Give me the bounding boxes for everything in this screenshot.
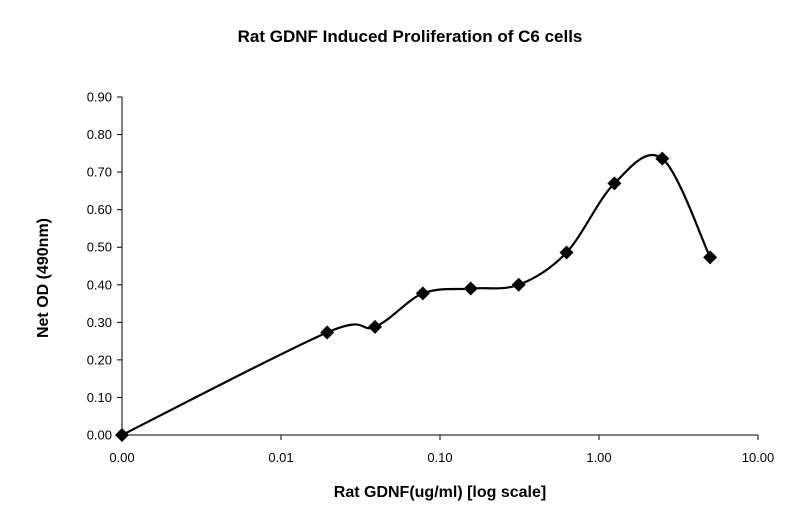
y-tick-label: 0.60 xyxy=(87,202,112,217)
data-point-marker xyxy=(320,325,335,340)
x-tick-label: 0.00 xyxy=(109,450,134,465)
x-tick-label: 1.00 xyxy=(586,450,611,465)
data-point-marker xyxy=(703,250,718,265)
data-point-marker xyxy=(607,176,622,191)
y-tick-label: 0.00 xyxy=(87,428,112,443)
data-point-marker xyxy=(511,277,526,292)
x-tick-label: 0.10 xyxy=(427,450,452,465)
y-tick-label: 0.10 xyxy=(87,390,112,405)
data-point-marker xyxy=(655,151,670,166)
chart-title: Rat GDNF Induced Proliferation of C6 cel… xyxy=(238,27,583,46)
data-point-marker xyxy=(367,319,382,334)
x-tick-label: 0.01 xyxy=(268,450,293,465)
series-line xyxy=(121,153,712,436)
y-tick-label: 0.40 xyxy=(87,277,112,292)
y-tick-label: 0.90 xyxy=(87,90,112,105)
x-axis-title: Rat GDNF(ug/ml) [log scale] xyxy=(334,484,546,501)
data-point-marker xyxy=(115,428,129,442)
y-tick-label: 0.70 xyxy=(87,165,112,180)
x-tick-label: 10.00 xyxy=(742,450,775,465)
y-tick-label: 0.20 xyxy=(87,352,112,367)
y-tick-label: 0.80 xyxy=(87,127,112,142)
data-point-marker xyxy=(415,286,430,301)
data-point-marker xyxy=(559,245,574,260)
data-series xyxy=(115,151,718,442)
axes: 0.00 0.10 0.20 0.30 0.40 0.50 0.60 0.70 0.80 0.90… xyxy=(87,90,775,466)
y-tick-label: 0.50 xyxy=(87,240,112,255)
y-tick-label: 0.30 xyxy=(87,315,112,330)
data-point-marker xyxy=(463,281,478,296)
y-axis-title: Net OD (490nm) xyxy=(35,218,52,338)
